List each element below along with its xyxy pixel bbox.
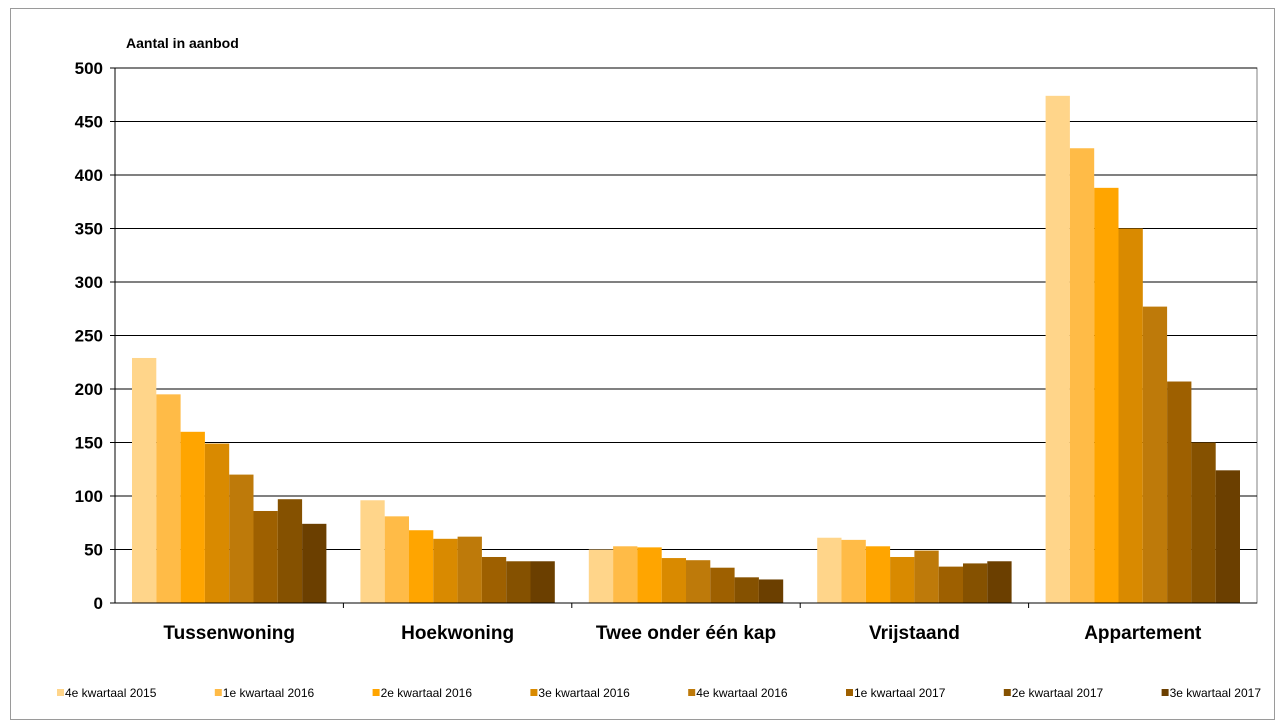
bar	[686, 560, 711, 603]
bar	[302, 523, 327, 603]
legend-swatch	[1003, 689, 1011, 696]
bar	[457, 536, 482, 603]
bar	[253, 510, 278, 603]
bar	[938, 566, 963, 603]
legend-swatch	[846, 689, 853, 696]
y-tick-label: 100	[75, 487, 103, 506]
x-category-label: Appartement	[1084, 623, 1202, 644]
legend-swatch	[57, 689, 64, 696]
bar	[987, 561, 1012, 603]
bar	[409, 530, 434, 603]
bar	[841, 539, 866, 603]
bar	[963, 563, 988, 603]
x-category-label: Twee onder één kap	[596, 623, 776, 644]
bar	[613, 546, 638, 603]
bar	[530, 561, 555, 603]
y-axis-label: Aantal in aanbod	[126, 35, 239, 51]
y-tick-label: 50	[84, 541, 103, 560]
legend-label: 1e kwartaal 2016	[223, 686, 315, 700]
bar	[890, 556, 915, 603]
bar	[360, 500, 385, 603]
legend-swatch	[372, 689, 380, 696]
bar	[1094, 187, 1119, 603]
bar	[277, 499, 303, 603]
bar	[588, 549, 614, 603]
bar	[229, 474, 254, 603]
legend-label: 4e kwartaal 2016	[696, 686, 788, 700]
legend: 4e kwartaal 2015 1e kwartaal 2016 2e kwart…	[57, 686, 1261, 700]
legend-label: 2e kwartaal 2017	[1012, 686, 1104, 700]
x-category-label: Tussenwoning	[163, 623, 295, 644]
y-tick-label: 250	[75, 327, 103, 346]
bar	[180, 431, 205, 603]
legend-label: 1e kwartaal 2017	[854, 686, 946, 700]
bar	[156, 394, 181, 603]
bar	[758, 579, 784, 603]
bar	[384, 516, 409, 603]
legend-label: 3e kwartaal 2016	[538, 686, 630, 700]
y-tick-label: 350	[75, 220, 103, 239]
bar	[1167, 381, 1192, 603]
legend-swatch	[688, 689, 696, 696]
bar	[1069, 148, 1095, 603]
legend-swatch	[530, 689, 538, 696]
bar	[914, 550, 939, 603]
bar	[1118, 228, 1143, 603]
legend-swatch	[214, 689, 222, 696]
bar	[817, 537, 842, 603]
bar	[132, 357, 157, 603]
bar	[710, 567, 735, 603]
axes: 0 50 100 150 200 250 300 350 400 450 500 Tussenwoni…	[75, 59, 1257, 644]
x-category-label: Hoekwoning	[401, 623, 514, 644]
legend-swatch	[1161, 689, 1169, 696]
legend-label: 4e kwartaal 2015	[65, 686, 157, 700]
legend-label: 2e kwartaal 2016	[381, 686, 473, 700]
y-tick-label: 450	[75, 113, 103, 132]
y-tick-label: 500	[75, 59, 103, 78]
bar	[734, 577, 759, 603]
bar	[1215, 470, 1240, 603]
x-category-label: Vrijstaand	[869, 623, 960, 644]
bar	[506, 561, 531, 603]
bar	[481, 556, 507, 603]
bar	[637, 547, 662, 603]
bar	[204, 443, 230, 603]
y-tick-label: 200	[75, 380, 103, 399]
y-tick-label: 300	[75, 273, 103, 292]
bar	[661, 558, 686, 603]
bar	[1142, 306, 1168, 603]
bar	[1191, 442, 1216, 603]
legend-label: 3e kwartaal 2017	[1170, 686, 1262, 700]
y-tick-label: 150	[75, 434, 103, 453]
y-tick-label: 0	[94, 594, 103, 613]
bar	[1045, 95, 1070, 603]
bar	[865, 546, 891, 603]
bars	[132, 95, 1240, 603]
y-tick-label: 400	[75, 166, 103, 185]
bar	[433, 538, 458, 603]
